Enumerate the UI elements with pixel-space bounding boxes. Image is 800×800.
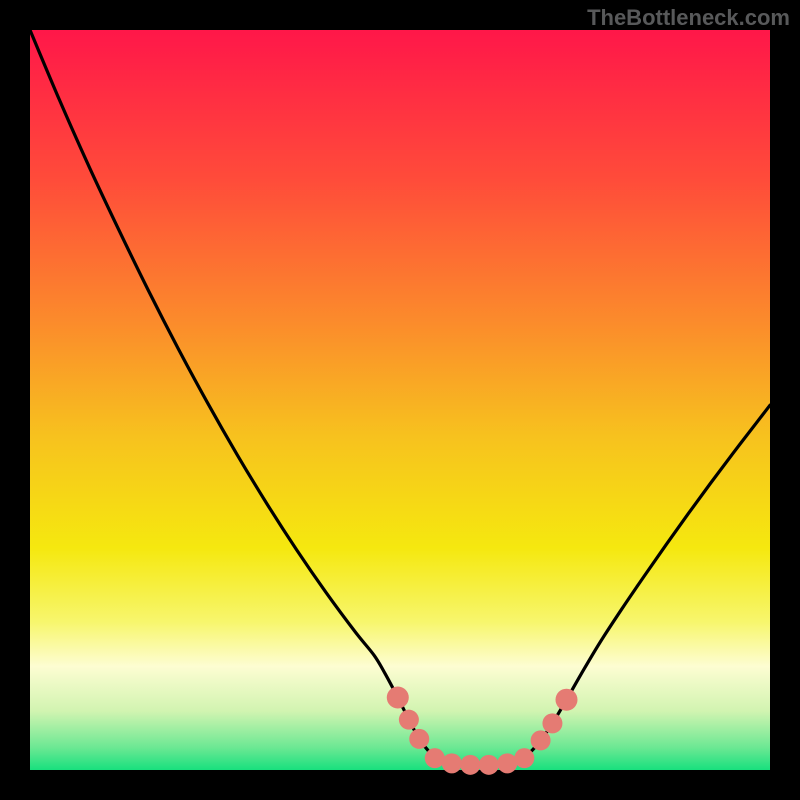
- left-curve: [30, 30, 448, 764]
- data-marker: [531, 730, 551, 750]
- data-marker: [399, 710, 419, 730]
- data-marker: [442, 753, 462, 773]
- chart-root: TheBottleneck.com: [0, 0, 800, 800]
- curves-svg: [30, 30, 770, 770]
- data-marker: [409, 729, 429, 749]
- data-marker: [479, 755, 499, 775]
- data-marker: [542, 713, 562, 733]
- right-curve: [511, 405, 770, 764]
- plot-area: [30, 30, 770, 770]
- data-marker: [460, 755, 480, 775]
- data-marker: [497, 753, 517, 773]
- data-marker: [387, 686, 409, 708]
- data-marker: [425, 748, 445, 768]
- data-marker: [514, 748, 534, 768]
- watermark-text: TheBottleneck.com: [587, 5, 790, 31]
- data-marker: [556, 689, 578, 711]
